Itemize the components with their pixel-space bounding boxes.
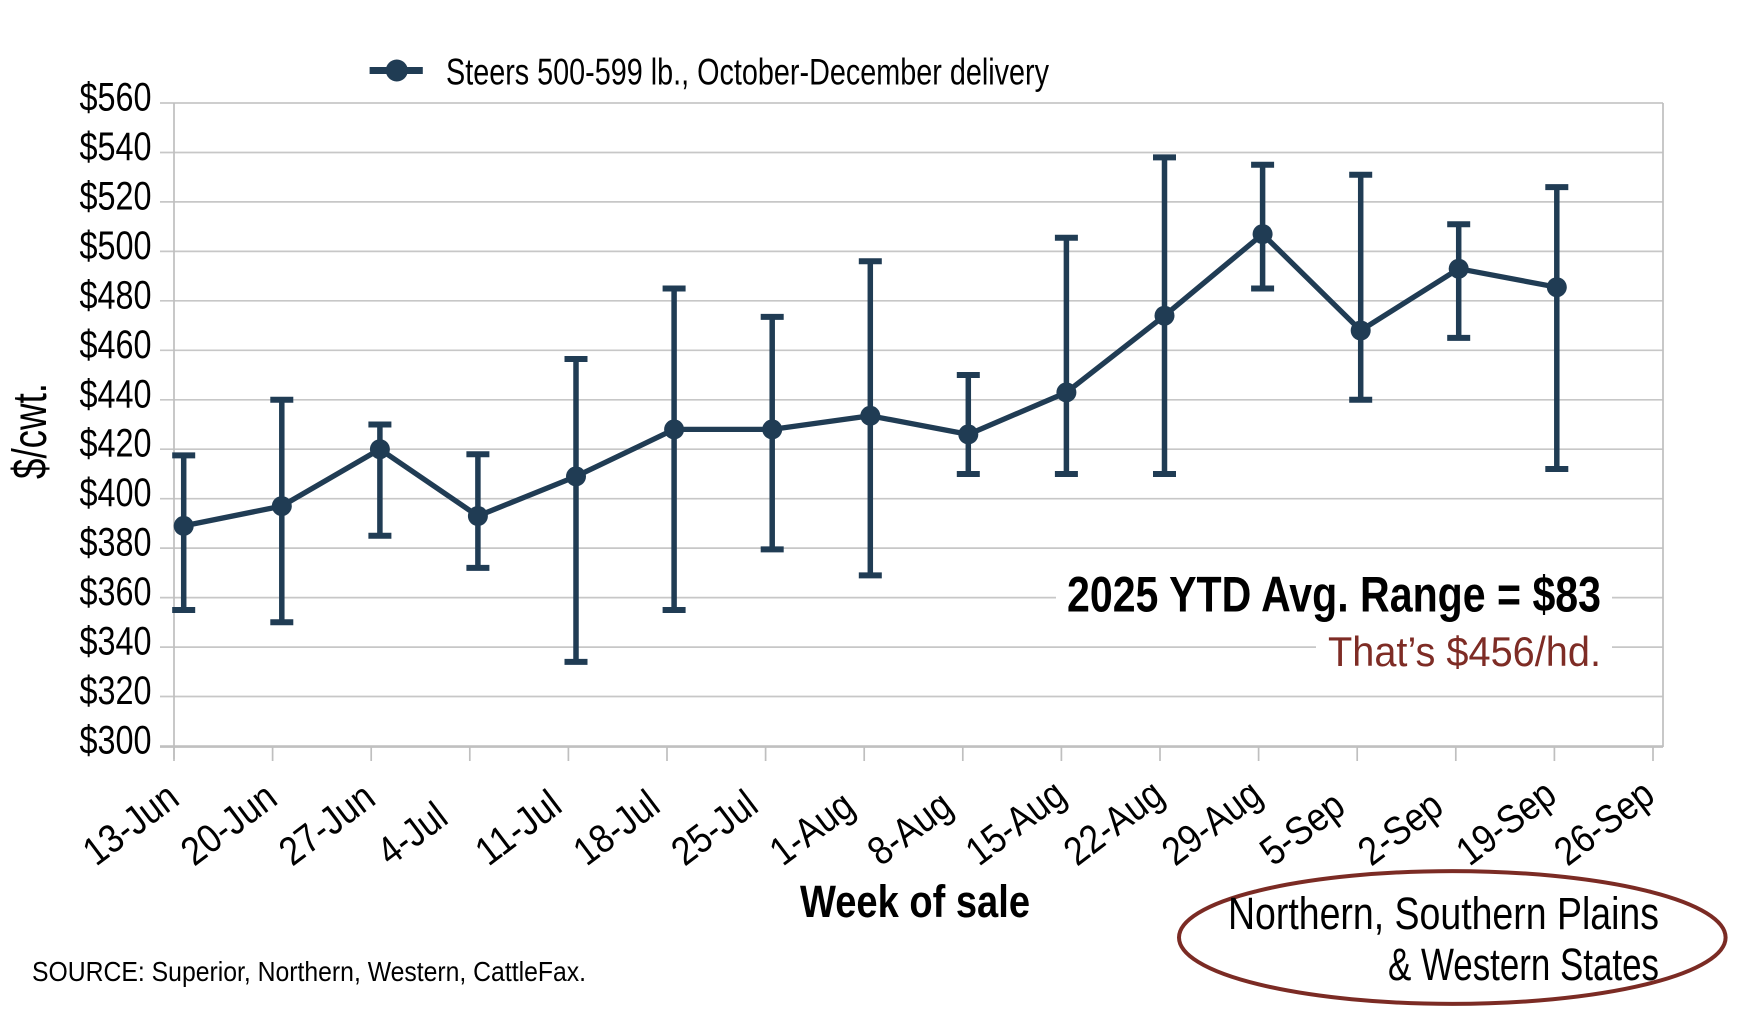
svg-text:$420: $420 [80,422,152,466]
svg-text:$320: $320 [80,669,152,713]
svg-text:$400: $400 [80,471,152,515]
svg-text:$/cwt.: $/cwt. [4,383,57,479]
svg-text:$500: $500 [80,224,152,268]
svg-text:& Western States: & Western States [1388,939,1659,990]
svg-text:2025 YTD Avg. Range = $83: 2025 YTD Avg. Range = $83 [1067,567,1601,623]
svg-text:$460: $460 [80,323,152,367]
svg-text:Steers 500-599 lb., October-De: Steers 500-599 lb., October-December del… [446,52,1049,93]
svg-text:$360: $360 [80,570,152,614]
svg-text:That’s $456/hd.: That’s $456/hd. [1328,628,1601,675]
svg-text:$520: $520 [80,174,152,218]
svg-text:$540: $540 [80,125,152,169]
svg-text:Week of sale: Week of sale [800,876,1030,927]
svg-text:$340: $340 [80,620,152,664]
svg-text:SOURCE: Superior, Northern, We: SOURCE: Superior, Northern, Western, Cat… [32,956,586,987]
svg-text:$480: $480 [80,273,152,317]
svg-text:$380: $380 [80,521,152,565]
svg-text:Northern, Southern Plains: Northern, Southern Plains [1228,888,1659,939]
svg-text:$440: $440 [80,372,152,416]
svg-text:$300: $300 [80,719,152,763]
svg-text:$560: $560 [80,76,152,120]
